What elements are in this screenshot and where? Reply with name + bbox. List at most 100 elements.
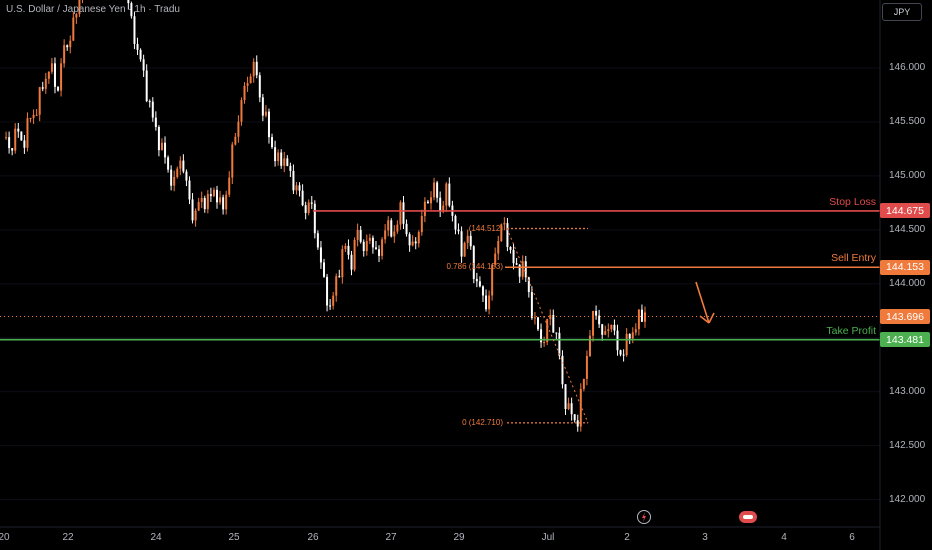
candle-body (182, 160, 185, 172)
candle-body (148, 101, 151, 103)
y-tick-label: 142.500 (889, 439, 926, 451)
candle-body (368, 237, 371, 241)
candle-body (255, 61, 258, 76)
candle-body (237, 121, 240, 137)
candle-body (228, 177, 231, 195)
candle-body (277, 152, 280, 162)
candle-body (57, 86, 60, 91)
candle-body (472, 246, 475, 279)
fib-level-label: 0.786 (144.153) (446, 262, 504, 272)
candle-body (44, 78, 47, 89)
y-tick-label: 143.000 (889, 385, 926, 397)
candle-body (194, 210, 197, 221)
candle-body (154, 117, 157, 127)
candle-body (371, 237, 374, 248)
candle-body (66, 45, 69, 48)
candle-body (579, 388, 582, 427)
x-tick-label: 25 (228, 532, 240, 543)
candle-body (231, 144, 234, 178)
candle-body (442, 205, 445, 212)
candle-body (552, 315, 555, 333)
candle-body (206, 194, 209, 210)
candle-body (598, 315, 601, 325)
y-tick-label: 145.500 (889, 115, 926, 127)
candle-body (14, 128, 17, 151)
candle-body (326, 276, 329, 306)
candle-body (408, 234, 411, 246)
candle-body (164, 142, 167, 158)
grid (0, 67, 880, 500)
candle-body (494, 253, 497, 265)
candle-body (576, 420, 579, 427)
candle-body (436, 182, 439, 198)
candle-body (466, 235, 469, 243)
candle-body (564, 384, 567, 410)
candle-body (145, 70, 148, 102)
candle-body (179, 160, 182, 169)
candle-body (197, 201, 200, 211)
candle-body (460, 231, 463, 257)
candle-body (8, 137, 11, 149)
candle-body (423, 201, 426, 217)
candle-body (216, 189, 218, 203)
x-tick-label: 4 (781, 532, 787, 543)
candle-body (38, 87, 41, 115)
candle-body (454, 215, 457, 230)
candle-body (298, 185, 301, 191)
candle-body (475, 278, 478, 282)
candle-body (222, 197, 225, 210)
candle-body (50, 63, 53, 72)
candle-body (521, 261, 524, 277)
candle-body (316, 233, 319, 248)
candle-body (543, 342, 546, 344)
candle-body (537, 317, 539, 330)
candle-body (271, 137, 274, 148)
candle-body (304, 205, 307, 213)
x-tick-label: 22 (62, 532, 74, 543)
candle-body (625, 333, 628, 356)
candle-body (592, 311, 595, 336)
candle-body (582, 378, 585, 389)
level-name-label: Stop Loss (829, 195, 876, 208)
candle-body (127, 0, 130, 4)
candle-body (185, 171, 188, 181)
fib-level-label: (144.512) (468, 223, 503, 233)
candle-body (362, 241, 365, 252)
candle-body (323, 262, 325, 277)
candle-body (35, 114, 38, 116)
candle-body (485, 295, 488, 310)
fib-trend-line (506, 228, 589, 424)
candle-body (399, 202, 402, 225)
candle-body (567, 403, 570, 410)
lightning-icon[interactable] (636, 509, 652, 525)
candle-body (219, 197, 222, 203)
candle-body (335, 276, 338, 296)
x-tick-label: 3 (702, 532, 708, 543)
candle-body (338, 276, 341, 278)
x-tick-label: 27 (385, 532, 397, 543)
candle-body (644, 312, 646, 322)
candle-body (261, 97, 264, 116)
flag-icon[interactable] (738, 510, 758, 524)
candle-body (20, 131, 23, 141)
candle-body (448, 183, 451, 206)
candle-body (243, 85, 246, 101)
candle-body (381, 239, 384, 256)
candle-body (588, 335, 591, 356)
fib-lines (506, 227, 589, 424)
candle-body (503, 223, 506, 225)
candle-body (555, 332, 558, 334)
level-name-label: Sell Entry (831, 252, 876, 265)
candle-body (301, 190, 304, 206)
candle-body (619, 350, 622, 355)
candle-body (249, 76, 252, 84)
candle-body (191, 199, 194, 221)
candle-body (414, 241, 417, 244)
y-tick-label: 144.500 (889, 223, 926, 235)
level-price-label: 143.481 (880, 332, 930, 348)
currency-button[interactable]: JPY (882, 3, 922, 21)
candle-body (142, 59, 145, 71)
candle-body (573, 414, 576, 421)
candle-body (246, 83, 249, 86)
